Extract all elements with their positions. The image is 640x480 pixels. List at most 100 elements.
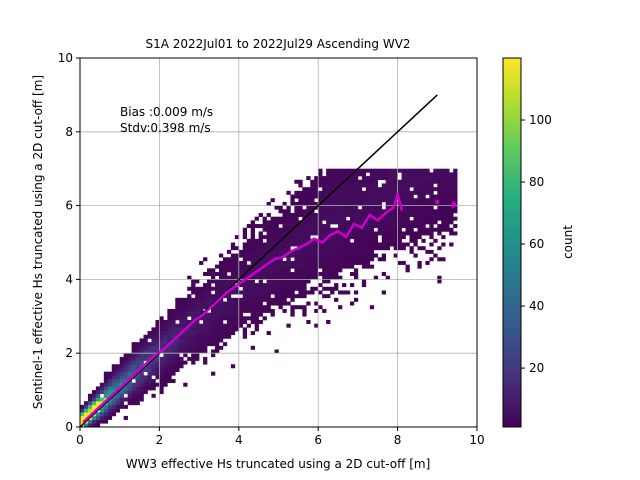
heatmap-cell xyxy=(155,334,160,339)
heatmap-cell xyxy=(401,220,406,225)
heatmap-cell xyxy=(179,360,184,365)
heatmap-cell xyxy=(214,283,220,288)
heatmap-cell xyxy=(302,201,307,206)
heatmap-cell xyxy=(282,212,287,217)
heatmap-cell xyxy=(159,379,164,384)
heatmap-cell xyxy=(143,353,148,358)
heatmap-cell xyxy=(286,246,291,251)
binned-mean-point xyxy=(241,279,245,283)
heatmap-cell xyxy=(389,220,394,225)
heatmap-cell xyxy=(203,283,208,288)
heatmap-cell xyxy=(191,308,196,313)
heatmap-cell xyxy=(258,235,263,240)
heatmap-cell xyxy=(179,338,184,343)
heatmap-cell xyxy=(306,198,311,203)
heatmap-cell xyxy=(238,301,244,306)
heatmap-cell xyxy=(294,275,299,280)
heatmap-cell xyxy=(322,246,327,251)
heatmap-cell xyxy=(266,297,271,302)
heatmap-cell xyxy=(326,268,331,273)
heatmap-cell xyxy=(353,198,359,203)
heatmap-cell xyxy=(361,198,367,203)
heatmap-cell xyxy=(250,308,255,313)
heatmap-cell xyxy=(342,238,347,243)
heatmap-cell xyxy=(282,249,287,254)
heatmap-cell xyxy=(191,301,196,306)
heatmap-cell xyxy=(365,183,371,188)
binned-mean-point xyxy=(225,290,229,294)
colorbar-tick-label: 100 xyxy=(529,113,552,127)
heatmap-cell xyxy=(119,360,124,365)
heatmap-cell xyxy=(361,194,367,199)
heatmap-cell xyxy=(349,235,355,240)
heatmap-cell xyxy=(334,249,339,254)
heatmap-cell xyxy=(159,345,164,350)
heatmap-cell xyxy=(369,253,375,258)
heatmap-cell xyxy=(298,242,303,247)
heatmap-cell xyxy=(143,386,148,391)
heatmap-cell xyxy=(107,386,113,391)
heatmap-cell xyxy=(207,301,212,306)
heatmap-cell xyxy=(449,190,454,195)
heatmap-cell xyxy=(183,382,188,387)
heatmap-cell xyxy=(393,212,398,217)
heatmap-cell xyxy=(238,297,244,302)
heatmap-cell xyxy=(226,323,232,328)
heatmap-cell xyxy=(258,283,263,288)
heatmap-cell xyxy=(349,194,355,199)
heatmap-cell xyxy=(310,201,315,206)
binned-mean-point xyxy=(360,226,364,230)
heatmap-cell xyxy=(365,194,371,199)
heatmap-cell xyxy=(230,312,236,317)
heatmap-cell xyxy=(290,264,295,269)
heatmap-cell xyxy=(353,205,359,210)
heatmap-cell xyxy=(449,212,454,217)
heatmap-cell xyxy=(389,190,394,195)
heatmap-cell xyxy=(417,264,422,269)
heatmap-cell xyxy=(87,404,93,409)
heatmap-cell xyxy=(294,231,299,236)
heatmap-cell xyxy=(357,209,363,214)
heatmap-cell xyxy=(270,253,275,258)
heatmap-cell xyxy=(353,253,359,258)
heatmap-cell xyxy=(266,235,271,240)
heatmap-cell xyxy=(409,194,414,199)
heatmap-cell xyxy=(246,253,252,258)
heatmap-cell xyxy=(266,231,271,236)
heatmap-cell xyxy=(342,194,347,199)
heatmap-cell xyxy=(131,386,136,391)
heatmap-cell xyxy=(167,345,172,350)
heatmap-cell xyxy=(306,205,311,210)
heatmap-cell xyxy=(262,290,267,295)
heatmap-cell xyxy=(254,253,259,258)
heatmap-cell xyxy=(131,382,136,387)
heatmap-cell xyxy=(342,231,347,236)
heatmap-cell xyxy=(385,187,390,192)
heatmap-cell xyxy=(318,246,323,251)
heatmap-cell xyxy=(357,260,363,265)
heatmap-cell xyxy=(270,275,275,280)
heatmap-cell xyxy=(171,371,176,376)
heatmap-cell xyxy=(119,379,124,384)
heatmap-cell xyxy=(401,187,406,192)
heatmap-cell xyxy=(218,331,224,336)
heatmap-cell xyxy=(115,393,120,398)
heatmap-cell xyxy=(385,198,390,203)
heatmap-cell xyxy=(87,408,93,413)
heatmap-cell xyxy=(155,375,160,380)
heatmap-cell xyxy=(290,216,295,221)
heatmap-cell xyxy=(310,242,315,247)
heatmap-cell xyxy=(342,283,347,288)
heatmap-cell xyxy=(262,249,267,254)
heatmap-cell xyxy=(365,257,371,262)
heatmap-cell xyxy=(326,242,331,247)
heatmap-cell xyxy=(314,246,319,251)
annotation-stdv: Stdv:0.398 m/s xyxy=(120,121,211,135)
heatmap-cell xyxy=(167,327,172,332)
heatmap-cell xyxy=(274,227,279,232)
heatmap-cell xyxy=(282,246,287,251)
heatmap-cell xyxy=(199,331,204,336)
heatmap-cell xyxy=(111,379,117,384)
heatmap-cell xyxy=(413,201,418,206)
heatmap-cell xyxy=(441,224,446,229)
